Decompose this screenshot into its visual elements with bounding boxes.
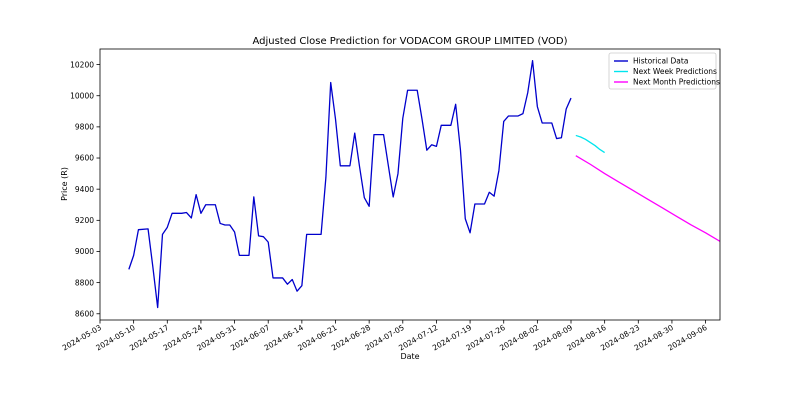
- y-tick-label: 10200: [70, 60, 94, 69]
- y-axis-label: Price (R): [60, 167, 69, 201]
- legend-label-2: Next Week Predictions: [633, 67, 717, 76]
- chart-title: Adjusted Close Prediction for VODACOM GR…: [252, 36, 567, 47]
- series-line-1: [128, 60, 572, 309]
- series-line-3: [575, 155, 720, 243]
- y-tick-label: 10000: [70, 91, 94, 100]
- y-tick-label: 9400: [75, 185, 94, 194]
- y-tick-label: 9200: [75, 216, 94, 225]
- y-tick-label: 8600: [75, 309, 94, 318]
- plot-frame: [99, 48, 721, 321]
- series-line-2: [575, 134, 606, 154]
- legend-label-3: Next Month Predictions: [633, 78, 720, 87]
- y-tick-label: 8800: [75, 278, 94, 287]
- x-axis-label: Date: [400, 352, 419, 361]
- y-tick-label: 9000: [75, 247, 94, 256]
- legend-label-1: Historical Data: [633, 57, 688, 66]
- plot-area: 8600880090009200940096009800100001020020…: [61, 48, 721, 353]
- y-tick-label: 9800: [75, 123, 94, 132]
- y-tick-label: 9600: [75, 154, 94, 163]
- legend-box: [608, 52, 717, 90]
